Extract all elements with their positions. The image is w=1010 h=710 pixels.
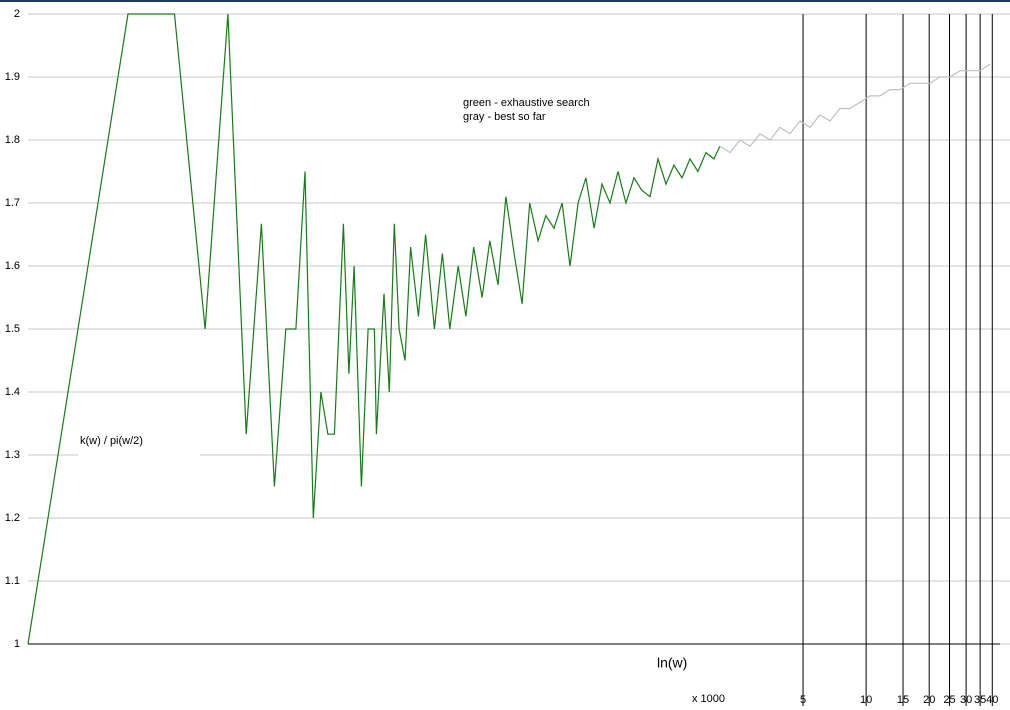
x-tick-label: 25 [943, 694, 955, 706]
top-border [0, 0, 1010, 2]
y-axis-label: k(w) / pi(w/2) [80, 435, 143, 447]
y-tick-label: 2 [14, 8, 20, 20]
y-tick-label: 1 [14, 638, 20, 650]
x-unit-note: x 1000 [692, 693, 725, 705]
y-tick-label: 1.4 [5, 386, 20, 398]
x-tick-label: 5 [800, 694, 806, 706]
y-tick-label: 1.2 [5, 512, 20, 524]
y-tick-label: 1.7 [5, 197, 20, 209]
y-tick-label: 1.1 [5, 575, 20, 587]
legend-entry: gray - best so far [463, 111, 546, 123]
x-tick-label: 10 [860, 694, 872, 706]
series-line [719, 63, 991, 154]
label-background [78, 430, 200, 460]
y-tick-label: 1.3 [5, 449, 20, 461]
x-tick-label: 30 [960, 694, 972, 706]
legend-entry: green - exhaustive search [463, 97, 590, 109]
x-tick-label: 15 [897, 694, 909, 706]
y-tick-label: 1.9 [5, 71, 20, 83]
x-tick-label: 35 [974, 694, 986, 706]
y-tick-label: 1.5 [5, 323, 20, 335]
y-tick-label: 1.8 [5, 134, 20, 146]
x-tick-label: 40 [986, 694, 998, 706]
x-tick-label: 20 [923, 694, 935, 706]
x-axis-label: ln(w) [657, 655, 687, 671]
series-line [27, 13, 721, 645]
y-tick-label: 1.6 [5, 260, 20, 272]
